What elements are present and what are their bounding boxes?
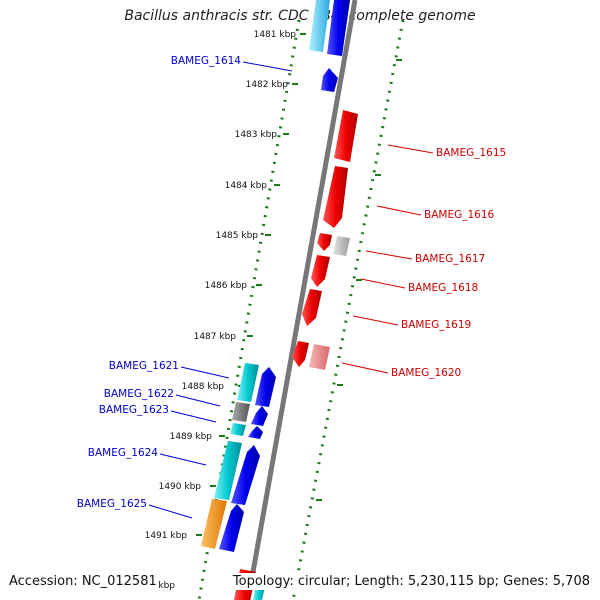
gene-label-right[interactable]: BAMEG_1615 [436, 147, 506, 159]
tick-label: 1482 kbp [246, 80, 289, 90]
gene-label-left[interactable]: BAMEG_1624 [88, 447, 159, 459]
gene-bameg-1621[interactable] [237, 363, 259, 402]
tick-marks [196, 33, 402, 536]
gene-label-right[interactable]: BAMEG_1618 [408, 282, 478, 294]
gene-bameg-1623b[interactable] [248, 426, 263, 439]
gene-bameg-1619[interactable] [302, 289, 322, 326]
tick-label: 1488 kbp [182, 382, 225, 392]
map-title: Bacillus anthracis str. CDC 684, complet… [124, 8, 476, 24]
gene-bameg-1615[interactable] [334, 110, 358, 162]
gene-bameg-1618[interactable] [311, 255, 330, 287]
gene-bameg-1617b[interactable] [333, 236, 350, 256]
gene-bameg-1624b[interactable] [231, 445, 260, 505]
gene-bameg-1620b[interactable] [309, 344, 330, 370]
gene-bameg-1622[interactable] [232, 402, 250, 422]
gene-bameg-1616[interactable] [323, 166, 348, 228]
gene-label-left[interactable]: BAMEG_1622 [104, 388, 174, 400]
gene-bameg-1614[interactable] [321, 68, 338, 92]
genome-backbone [245, 0, 358, 600]
gene-bameg-1622b[interactable] [251, 406, 268, 426]
gene-bameg-1617[interactable] [317, 233, 332, 251]
tick-label: 1485 kbp [216, 231, 259, 241]
gene-bameg-1623[interactable] [230, 423, 246, 436]
gene-bameg-1624[interactable] [214, 441, 242, 500]
gene-label-right[interactable]: BAMEG_1619 [401, 319, 471, 331]
gene-bameg-1621b[interactable] [255, 367, 276, 407]
gene-label-left[interactable]: BAMEG_1621 [109, 360, 179, 372]
genome-summary: Topology: circular; Length: 5,230,115 bp… [230, 573, 592, 590]
gene-label-left[interactable]: BAMEG_1623 [99, 404, 169, 416]
gene-bameg-1620[interactable] [292, 341, 309, 367]
gene-bameg-1625[interactable] [201, 499, 227, 549]
gene-label-right[interactable]: BAMEG_1620 [391, 367, 461, 379]
gene-label-left[interactable]: BAMEG_1625 [77, 498, 147, 510]
gene-bameg-1625b[interactable] [219, 504, 244, 552]
gene-label-left[interactable]: BAMEG_1614 [171, 55, 242, 67]
tick-label: 1491 kbp [145, 531, 188, 541]
tick-label: 1490 kbp [159, 482, 202, 492]
tick-label: 1481 kbp [254, 30, 297, 40]
gene-top-cyan[interactable] [309, 0, 330, 52]
forward-strand-genes[interactable] [201, 0, 350, 600]
gene-top-blue[interactable] [327, 0, 350, 56]
gene-label-right[interactable]: BAMEG_1616 [424, 209, 495, 221]
accession-label: Accession: NC_012581 [7, 573, 159, 590]
callout-lines [148, 61, 434, 519]
tick-label: 1489 kbp [170, 432, 213, 442]
tick-label: 1487 kbp [194, 332, 237, 342]
tick-label: 1483 kbp [235, 130, 278, 140]
gene-label-right[interactable]: BAMEG_1617 [415, 253, 485, 265]
tick-label: 1486 kbp [205, 281, 248, 291]
tick-label: 1484 kbp [225, 181, 268, 191]
